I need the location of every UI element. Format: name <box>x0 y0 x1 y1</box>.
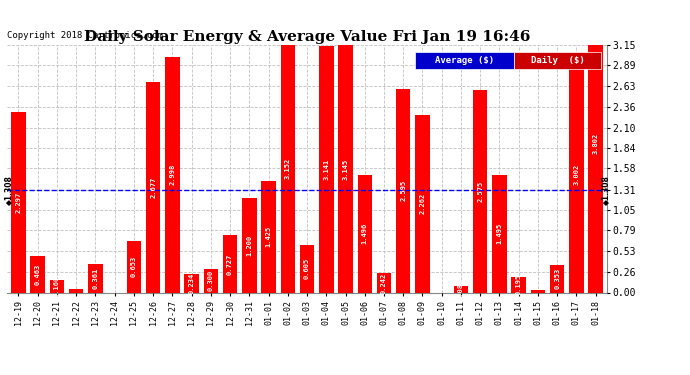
Text: 2.677: 2.677 <box>150 177 156 198</box>
Text: 0.160: 0.160 <box>54 276 60 297</box>
Bar <box>223 236 237 292</box>
Bar <box>146 82 160 292</box>
Text: 0.195: 0.195 <box>515 274 522 296</box>
Text: 0.353: 0.353 <box>554 268 560 289</box>
Text: Copyright 2018 Cartronics.com: Copyright 2018 Cartronics.com <box>7 31 163 40</box>
Text: 1.496: 1.496 <box>362 223 368 245</box>
Bar <box>589 0 603 292</box>
Bar <box>415 115 430 292</box>
Text: 2.595: 2.595 <box>400 180 406 201</box>
Text: 0.653: 0.653 <box>131 256 137 278</box>
Text: 3.145: 3.145 <box>342 158 348 180</box>
Bar <box>492 175 506 292</box>
Text: 2.998: 2.998 <box>169 164 175 185</box>
Bar <box>550 265 564 292</box>
Text: ◆1.308: ◆1.308 <box>4 175 13 205</box>
Text: 1.495: 1.495 <box>496 223 502 245</box>
Bar <box>319 46 333 292</box>
Text: 3.002: 3.002 <box>573 164 580 185</box>
Bar <box>262 180 276 292</box>
Text: 1.200: 1.200 <box>246 235 253 256</box>
Bar <box>454 286 469 292</box>
Bar <box>396 88 411 292</box>
Text: 0.088: 0.088 <box>458 278 464 300</box>
Bar <box>531 290 545 292</box>
Bar <box>165 57 179 292</box>
Bar <box>300 245 314 292</box>
Text: 3.802: 3.802 <box>593 132 599 154</box>
Bar <box>204 269 218 292</box>
Text: 0.242: 0.242 <box>381 272 387 294</box>
Bar <box>184 274 199 292</box>
Bar <box>127 241 141 292</box>
Text: 0.463: 0.463 <box>34 264 41 285</box>
Text: Daily  ($): Daily ($) <box>531 56 584 65</box>
Bar <box>50 280 64 292</box>
Text: 0.605: 0.605 <box>304 258 310 279</box>
Text: 0.300: 0.300 <box>208 270 214 291</box>
Text: 0.234: 0.234 <box>188 273 195 294</box>
Text: 0.727: 0.727 <box>227 254 233 274</box>
FancyBboxPatch shape <box>415 53 514 69</box>
Bar <box>473 90 487 292</box>
Text: 0.361: 0.361 <box>92 268 99 289</box>
Text: Average ($): Average ($) <box>435 56 494 65</box>
Text: 3.152: 3.152 <box>285 158 290 179</box>
Text: 3.141: 3.141 <box>324 159 329 180</box>
Bar <box>69 289 83 292</box>
Bar <box>569 57 584 292</box>
Bar <box>338 45 353 292</box>
Bar <box>11 112 26 292</box>
FancyBboxPatch shape <box>514 53 601 69</box>
Bar <box>281 45 295 292</box>
Bar <box>377 273 391 292</box>
Text: 2.262: 2.262 <box>420 193 426 214</box>
Bar <box>30 256 45 292</box>
Text: ◆1.308: ◆1.308 <box>601 175 610 205</box>
Bar <box>88 264 103 292</box>
Bar <box>511 277 526 292</box>
Title: Daily Solar Energy & Average Value Fri Jan 19 16:46: Daily Solar Energy & Average Value Fri J… <box>84 30 530 44</box>
Text: 1.425: 1.425 <box>266 226 272 247</box>
Text: 2.297: 2.297 <box>15 192 21 213</box>
Bar <box>242 198 257 292</box>
Text: 2.575: 2.575 <box>477 181 483 202</box>
Bar <box>357 175 372 292</box>
